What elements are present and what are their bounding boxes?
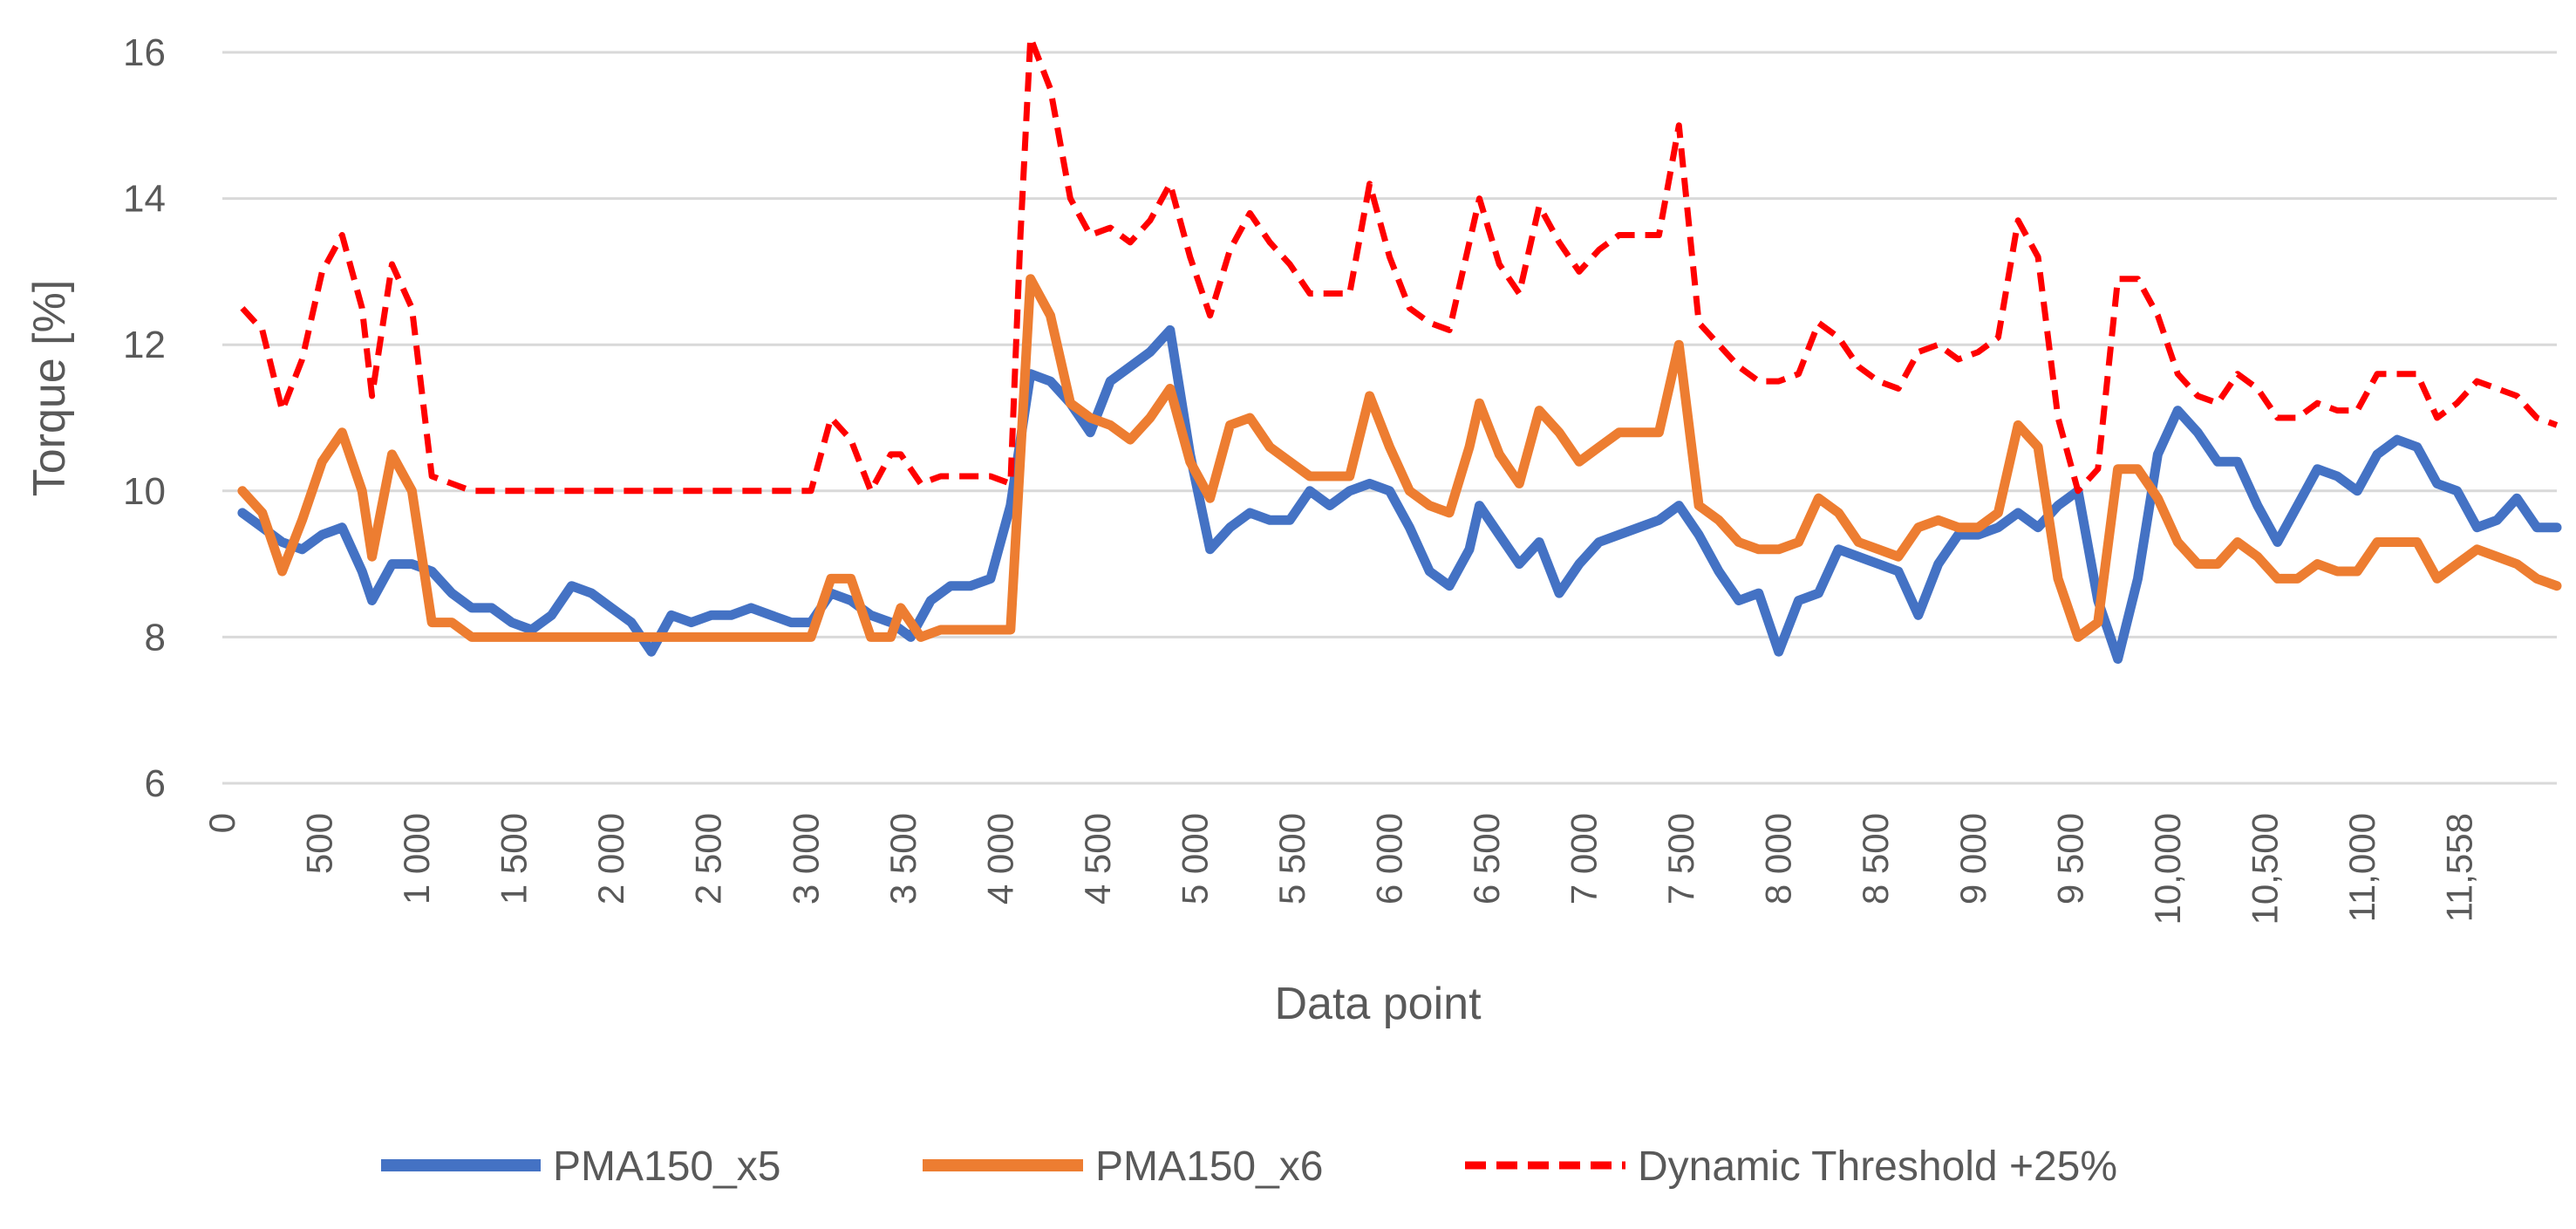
x-tick-label: 3 500 bbox=[883, 813, 923, 905]
x-tick-label: 9 500 bbox=[2049, 813, 2090, 905]
y-axis-ticks: 6 8 10 12 14 16 bbox=[123, 31, 166, 805]
x-tick-label: 5 500 bbox=[1271, 813, 1312, 905]
x-tick-label: 11,558 bbox=[2438, 813, 2479, 922]
x-tick-label: 10,000 bbox=[2147, 813, 2188, 925]
legend-label-pma150-x6: PMA150_x6 bbox=[1095, 1144, 1324, 1190]
y-tick-label: 6 bbox=[145, 762, 166, 805]
x-tick-label: 9 000 bbox=[1952, 813, 1993, 905]
legend-label-dynamic-threshold: Dynamic Threshold +25% bbox=[1638, 1144, 2117, 1190]
x-tick-label: 1 500 bbox=[494, 813, 535, 905]
x-tick-label: 7 000 bbox=[1564, 813, 1605, 905]
x-axis-title: Data point bbox=[1274, 979, 1482, 1029]
y-tick-label: 8 bbox=[145, 616, 166, 659]
x-tick-label: 2 000 bbox=[590, 813, 631, 905]
series-line-pma150-x6 bbox=[237, 274, 2562, 642]
legend-entry-pma150-x5[interactable]: PMA150_x5 bbox=[381, 1144, 781, 1190]
x-tick-label: 3 000 bbox=[785, 813, 826, 905]
x-tick-label: 6 000 bbox=[1369, 813, 1410, 905]
y-axis-title: Torque [%] bbox=[24, 280, 75, 497]
x-tick-label: 1 000 bbox=[396, 813, 437, 905]
x-tick-label: 5 000 bbox=[1174, 813, 1215, 905]
x-tick-label: 4 000 bbox=[979, 813, 1020, 905]
x-tick-label: 11,000 bbox=[2341, 813, 2382, 922]
x-tick-label: 500 bbox=[299, 813, 340, 874]
series-line-dynamic-threshold-25 bbox=[240, 34, 2559, 495]
x-tick-label: 2 500 bbox=[688, 813, 729, 905]
x-tick-label: 0 bbox=[201, 813, 242, 833]
legend-entry-pma150-x6[interactable]: PMA150_x6 bbox=[923, 1144, 1324, 1190]
x-tick-label: 8 000 bbox=[1758, 813, 1799, 905]
legend: PMA150_x5 PMA150_x6 Dynamic Threshold +2… bbox=[381, 1144, 2117, 1190]
legend-label-pma150-x5: PMA150_x5 bbox=[553, 1144, 781, 1190]
y-tick-label: 14 bbox=[123, 178, 166, 221]
x-axis-ticks: 0 500 1 000 1 500 2 000 2 500 3 000 3 500 4 000 4… bbox=[201, 813, 2479, 925]
series-line-pma150-x5 bbox=[237, 324, 2562, 664]
y-tick-label: 12 bbox=[123, 324, 166, 366]
y-tick-label: 10 bbox=[123, 470, 166, 513]
x-tick-label: 7 500 bbox=[1660, 813, 1701, 905]
x-tick-label: 6 500 bbox=[1466, 813, 1507, 905]
x-tick-label: 8 500 bbox=[1855, 813, 1896, 905]
x-tick-label: 10,500 bbox=[2244, 813, 2285, 925]
gridlines bbox=[222, 51, 2557, 785]
legend-entry-dynamic-threshold[interactable]: Dynamic Threshold +25% bbox=[1465, 1144, 2117, 1190]
x-tick-label: 4 500 bbox=[1077, 813, 1118, 905]
series-lines bbox=[237, 34, 2562, 664]
y-tick-label: 16 bbox=[123, 31, 166, 74]
